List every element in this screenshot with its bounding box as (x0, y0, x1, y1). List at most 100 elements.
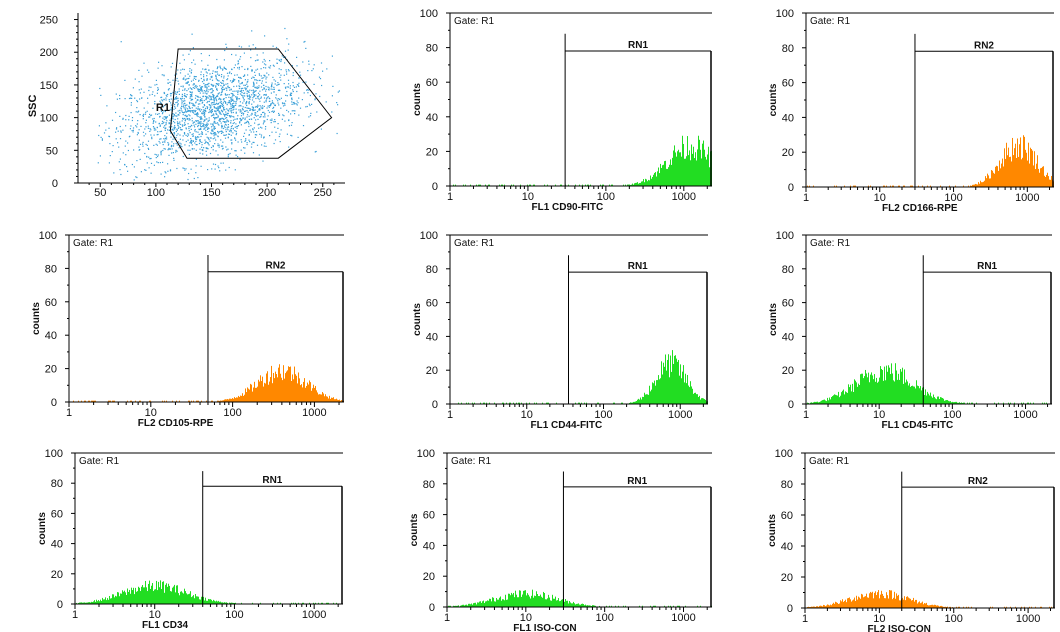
scatter-point (263, 101, 265, 103)
scatter-point (265, 93, 267, 96)
scatter-point (146, 156, 148, 158)
histogram-bar (840, 600, 841, 608)
histogram-bar (886, 185, 887, 187)
scatter-point (210, 146, 213, 149)
scatter-point (193, 77, 195, 79)
x-axis-label: FL1 CD44-FITC (531, 420, 603, 431)
scatter-point (238, 80, 240, 82)
y-tick-label: 80 (782, 43, 794, 55)
scatter-point (235, 108, 237, 110)
histogram-bar (558, 598, 559, 607)
scatter-point (248, 118, 250, 120)
scatter-point (213, 95, 215, 98)
scatter-point (305, 106, 307, 108)
scatter-point (248, 139, 250, 141)
scatter-point (303, 41, 305, 43)
scatter-point (157, 67, 159, 69)
histogram-bar (306, 385, 307, 402)
scatter-point (191, 99, 193, 101)
histogram-bar (493, 597, 494, 607)
histogram-bar (1046, 402, 1047, 404)
scatter-point (268, 111, 271, 113)
histogram-bar (522, 594, 523, 607)
scatter-point (226, 89, 228, 91)
scatter-point (173, 127, 175, 129)
scatter-point (219, 101, 221, 103)
gate-text: Gate: R1 (73, 238, 113, 249)
scatter-point (241, 112, 243, 114)
histogram-bar (982, 182, 983, 187)
scatter-point (192, 135, 194, 137)
scatter-point (265, 99, 267, 101)
scatter-point (181, 105, 183, 107)
scatter-point (154, 103, 156, 105)
scatter-point (260, 126, 262, 128)
scatter-point (289, 94, 291, 97)
scatter-point (182, 112, 184, 114)
histogram-bar (511, 592, 512, 607)
scatter-point (259, 79, 261, 81)
scatter-point (218, 118, 221, 120)
histogram-bar (868, 597, 869, 608)
scatter-point (205, 126, 207, 128)
scatter-point (133, 166, 135, 168)
scatter-point (181, 129, 183, 131)
scatter-point (212, 123, 214, 125)
scatter-point (174, 74, 176, 76)
histogram-bar (646, 179, 647, 186)
scatter-point (196, 95, 198, 97)
scatter-point (216, 88, 218, 90)
histogram-bar (292, 374, 293, 402)
scatter-point (283, 115, 285, 117)
scatter-point (232, 80, 235, 82)
histogram-bar (811, 402, 812, 404)
histogram-bar (561, 184, 562, 186)
scatter-point (130, 94, 132, 97)
scatter-point (254, 136, 256, 138)
histogram-bar (244, 394, 245, 402)
histogram-bar (1020, 137, 1021, 187)
histogram-bar (685, 373, 686, 404)
scatter-point (172, 152, 174, 154)
scatter-point (270, 86, 272, 88)
scatter-point (269, 65, 272, 67)
scatter-point (199, 92, 201, 94)
scatter-point (190, 91, 192, 93)
histogram-bar (1025, 149, 1026, 187)
scatter-point (174, 107, 177, 109)
scatter-point (175, 79, 177, 81)
histogram-bar (256, 387, 257, 402)
histogram-bar (333, 397, 334, 402)
scatter-point (192, 47, 194, 49)
scatter-point (224, 94, 227, 96)
histogram-bar (833, 602, 834, 608)
scatter-point (149, 158, 151, 160)
histogram-bar (665, 354, 666, 404)
scatter-point (220, 113, 222, 115)
scatter-point (180, 85, 182, 87)
scatter-point (122, 117, 124, 119)
histogram-bar (919, 388, 920, 404)
histogram-bar (469, 603, 470, 607)
histogram-bar (491, 601, 492, 607)
scatter-point (194, 76, 196, 78)
histogram-bar (128, 591, 129, 604)
histogram-bar (688, 385, 689, 404)
histogram-bar (929, 395, 930, 404)
y-axis-label: counts (768, 83, 779, 116)
scatter-point (200, 89, 202, 91)
histogram-bar (104, 599, 105, 604)
scatter-point (244, 122, 246, 124)
scatter-point (233, 106, 235, 109)
scatter-point (228, 166, 230, 169)
scatter-point (139, 143, 142, 145)
histogram-bar (625, 605, 626, 607)
x-tick-label: 10 (522, 191, 534, 203)
histogram-bar (86, 602, 87, 604)
y-axis-label: SSC (27, 94, 39, 117)
scatter-point (219, 107, 221, 109)
histogram-bar (226, 399, 227, 402)
histogram-bar (814, 401, 815, 404)
scatter-point (200, 86, 202, 89)
